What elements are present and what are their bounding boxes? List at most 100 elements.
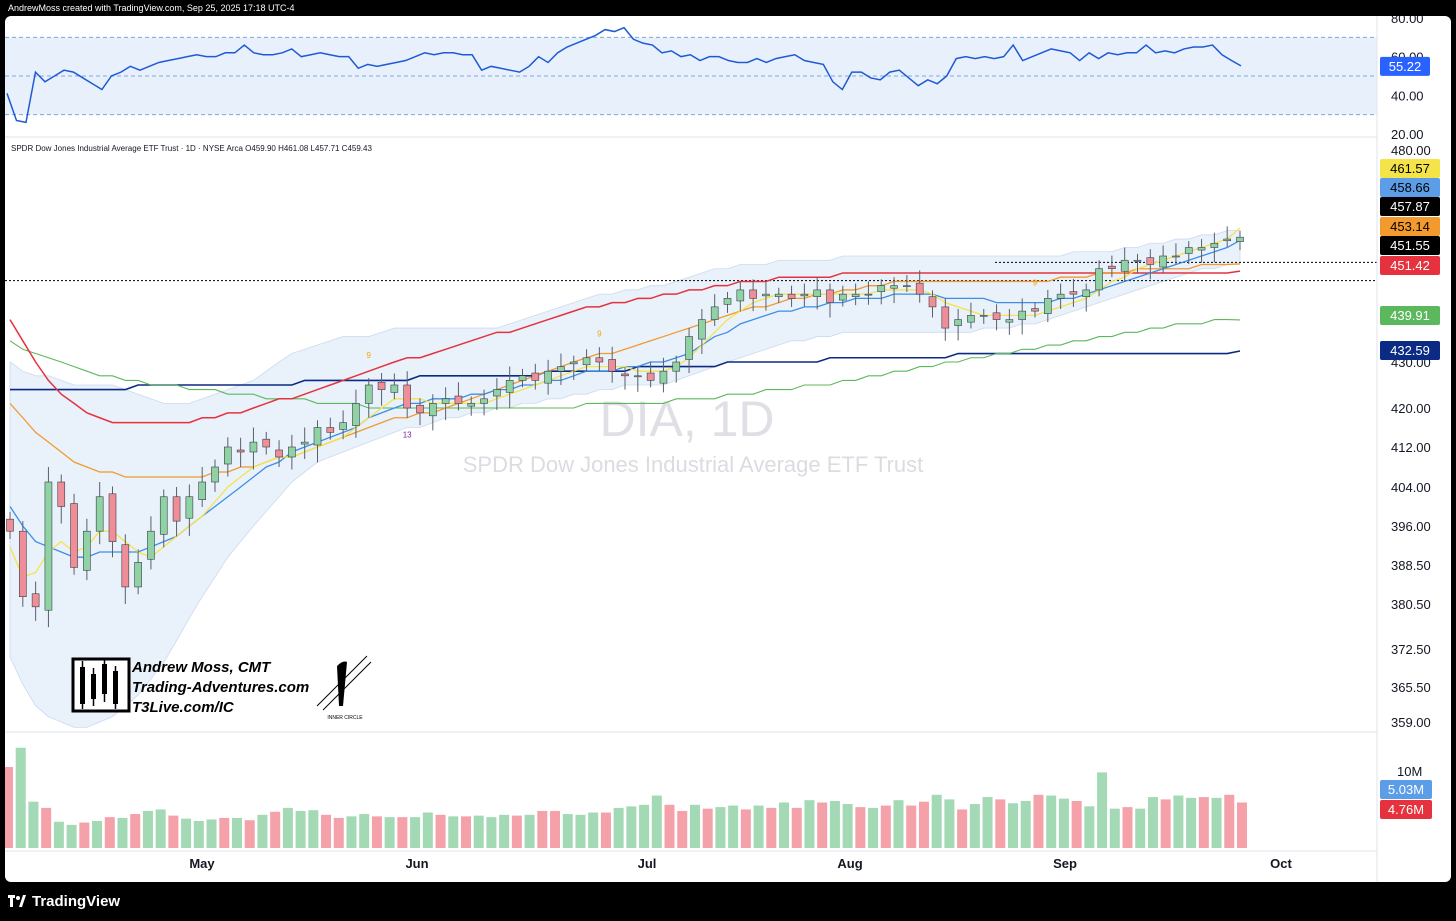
candle-body: [1159, 255, 1167, 268]
symbol-info-line[interactable]: SPDR Dow Jones Industrial Average ETF Tr…: [11, 144, 372, 153]
candle: [172, 487, 181, 537]
volume-bar: [1122, 807, 1133, 848]
candle-body: [710, 306, 719, 320]
volume-bar: [1084, 806, 1095, 848]
price-badge-label: 439.91: [1390, 308, 1430, 323]
candle: [557, 353, 565, 385]
rsi-tick-label: 40.00: [1391, 88, 1424, 103]
candle-body: [95, 496, 104, 532]
volume-bar: [944, 799, 955, 848]
time-tick-label: Sep: [1053, 856, 1077, 871]
candle-body: [569, 361, 578, 365]
volume-bar: [855, 807, 866, 848]
candle: [288, 434, 296, 470]
candle: [890, 277, 898, 304]
volume-bar: [1109, 808, 1120, 848]
price-axis[interactable]: 480.00430.00420.00412.00404.00396.00388.…: [1376, 16, 1440, 882]
candle: [1056, 283, 1065, 309]
candle: [1210, 232, 1219, 263]
candle-body: [1005, 319, 1014, 323]
candle: [569, 355, 578, 380]
candle-body: [108, 493, 117, 542]
time-axis[interactable]: May Jun Jul Aug Sep Oct: [5, 850, 1377, 871]
candle-body: [736, 289, 745, 302]
candle-body: [903, 285, 911, 287]
candle-body: [19, 530, 27, 597]
candle: [147, 516, 155, 570]
candle: [83, 518, 91, 581]
candle: [1184, 241, 1193, 265]
price-tick-label: 380.50: [1391, 597, 1431, 612]
volume-bar: [282, 807, 293, 848]
candle-body: [1184, 247, 1193, 254]
candle-body: [416, 404, 424, 414]
sequential-count-label: 13: [403, 430, 412, 439]
candle-body: [364, 384, 373, 404]
candle-body: [941, 306, 950, 329]
volume-bar: [244, 820, 255, 848]
candle: [672, 355, 681, 383]
sequential-count-label: 9: [597, 330, 602, 339]
candle-body: [646, 372, 655, 381]
candle-body: [288, 446, 296, 458]
candle-body: [211, 466, 219, 483]
candle-body: [685, 336, 693, 360]
candle-body: [826, 289, 834, 303]
price-badge: 461.57: [1380, 159, 1440, 178]
candle: [1031, 302, 1039, 318]
candle: [1197, 239, 1206, 263]
volume-bar: [1186, 797, 1197, 848]
volume-bar: [817, 802, 828, 848]
candle-body: [1069, 291, 1078, 295]
candle-body: [992, 312, 1001, 320]
candle-body: [787, 293, 796, 299]
candle-body: [1172, 255, 1180, 258]
candle: [339, 410, 347, 440]
candle-body: [659, 370, 668, 384]
candle-body: [326, 427, 335, 433]
price-badge-label: 453.14: [1390, 219, 1430, 234]
volume-bar: [130, 814, 141, 848]
candle: [1005, 309, 1014, 335]
price-tick-label: 359.00: [1391, 715, 1431, 730]
candle-body: [864, 293, 873, 296]
volume-bar: [766, 807, 777, 848]
candle-body: [851, 293, 860, 298]
candle-body: [621, 373, 629, 377]
price-badge: 439.91: [1380, 306, 1440, 325]
price-badge-bg: [1380, 159, 1440, 178]
volume-bar: [346, 816, 357, 848]
volume-bar: [1160, 799, 1171, 848]
candle: [1120, 247, 1129, 282]
candle-body: [262, 438, 271, 448]
candle: [749, 279, 757, 312]
price-tick-label: 396.00: [1391, 519, 1431, 534]
candle: [1133, 253, 1142, 273]
tradingview-footer[interactable]: TradingView: [8, 889, 120, 913]
candle: [441, 387, 450, 421]
volume-bar: [906, 805, 917, 848]
volume-bar: [868, 807, 879, 848]
candle: [134, 549, 142, 595]
candle: [1095, 260, 1103, 297]
volume-bar: [588, 812, 599, 848]
candle-body: [544, 370, 552, 384]
candle: [198, 467, 206, 507]
candle: [44, 467, 53, 628]
volume-bar: [231, 817, 242, 848]
bollinger-band: [9, 230, 1241, 728]
candle: [300, 427, 309, 459]
volume-bar: [1097, 772, 1108, 848]
volume-bar: [957, 809, 968, 848]
time-tick-label: Aug: [837, 856, 862, 871]
candle: [723, 292, 732, 313]
candle-body: [877, 285, 886, 292]
candle-body: [480, 398, 488, 404]
candle-body: [505, 380, 514, 393]
volume-bar: [41, 807, 52, 848]
candle-body: [1223, 238, 1231, 242]
candle: [1044, 289, 1052, 323]
candle-body: [839, 293, 847, 301]
